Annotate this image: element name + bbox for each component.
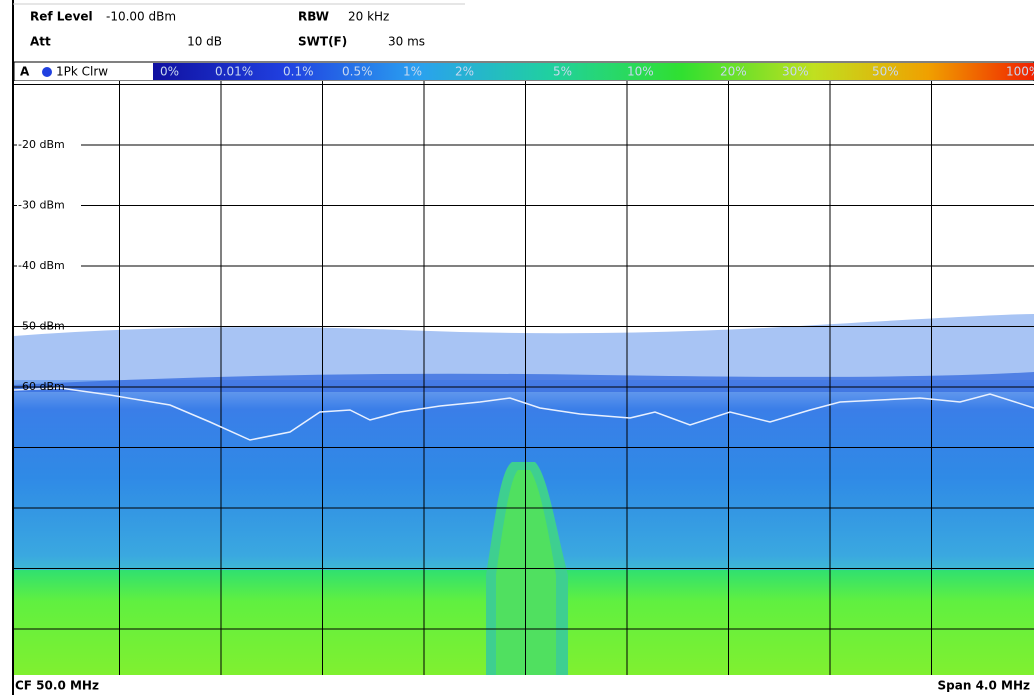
att-label: Att: [30, 35, 51, 49]
scale-label: 0%: [160, 65, 179, 79]
ref-level-label: Ref Level: [30, 10, 93, 24]
scale-label: 5%: [553, 65, 572, 79]
center-frequency: CF 50.0 MHz: [15, 679, 99, 693]
scale-label: 1%: [403, 65, 422, 79]
trace-line: [13, 387, 1034, 441]
footer: [14, 675, 1034, 695]
margin: [0, 0, 12, 695]
att-value: 10 dB: [187, 35, 222, 49]
scale-label: 0.5%: [342, 65, 373, 79]
scale-labels: 0% 0.01% 0.1% 0.5% 1% 2% 5% 10% 20% 30% 50% 100%: [160, 65, 1034, 79]
persistence-scale: [153, 63, 1034, 80]
y-axis-label: -40 dBm: [18, 259, 65, 272]
plot-clear: [14, 81, 1034, 321]
scale-label: 2%: [455, 65, 474, 79]
scale-label: 50%: [872, 65, 899, 79]
persistence-haze: [14, 314, 1034, 390]
rbw-label: RBW: [298, 10, 329, 24]
window-label: A: [20, 65, 30, 79]
rbw-value: 20 kHz: [348, 10, 389, 24]
grid: [14, 81, 1034, 675]
scale-label: 0.01%: [215, 65, 253, 79]
swt-label: SWT(F): [298, 35, 347, 49]
y-axis-label: -20 dBm: [18, 138, 65, 151]
ref-level-value: -10.00 dBm: [106, 10, 176, 24]
scale-label: 30%: [782, 65, 809, 79]
scale-label: 10%: [627, 65, 654, 79]
y-axis-labels: -20 dBm -30 dBm -40 dBm -50 dBm -60 dBm: [17, 138, 81, 393]
scale-label: 0.1%: [283, 65, 314, 79]
scale-label: 100%: [1006, 65, 1034, 79]
swt-value: 30 ms: [388, 35, 425, 49]
span: Span 4.0 MHz: [938, 679, 1030, 693]
y-label-bg: [17, 259, 81, 273]
y-axis-label: -30 dBm: [18, 199, 65, 212]
y-label-bg: [17, 198, 81, 213]
trace-mode[interactable]: 1Pk Clrw: [56, 65, 108, 79]
trace-dot: [42, 67, 52, 77]
y-axis-label: -50 dBm: [18, 320, 65, 333]
scale-label: 20%: [720, 65, 747, 79]
y-label-bg: [17, 138, 81, 152]
y-axis-label: -60 dBm: [18, 380, 65, 393]
